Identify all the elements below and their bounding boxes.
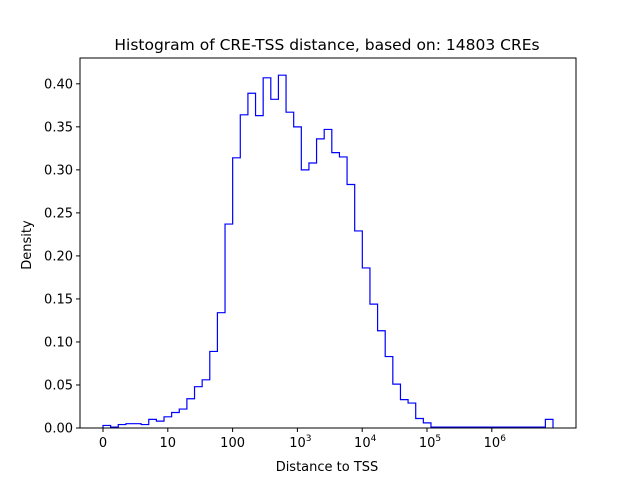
histogram-bin (393, 384, 401, 428)
histogram-bin (294, 127, 302, 428)
histogram-bin (202, 380, 210, 428)
histogram-bin (423, 423, 431, 428)
histogram-bin (141, 425, 149, 428)
chart-title: Histogram of CRE-TSS distance, based on:… (114, 36, 539, 54)
histogram-bin (347, 184, 355, 428)
histogram-bin (545, 419, 553, 428)
histogram-bin (118, 425, 126, 428)
histogram-bin (324, 129, 332, 428)
plot-area (102, 74, 554, 428)
y-axis: 0.00 0.05 0.10 0.15 0.20 0.25 0.30 0.35 0.40 (44, 77, 80, 437)
histogram-step-outline (102, 74, 554, 428)
x-tick-label: 105 (419, 434, 441, 451)
histogram-bin (370, 304, 378, 428)
histogram-bin (217, 313, 225, 428)
x-axis: 0 10 100 103 104 105 106 (99, 428, 506, 451)
histogram-bin (172, 413, 180, 428)
histogram-bin (416, 419, 424, 428)
histogram-bin (156, 421, 164, 428)
histogram-bin (149, 419, 157, 428)
y-tick-label: 0.25 (44, 206, 73, 221)
histogram-bin (164, 417, 172, 428)
y-tick-label: 0.20 (44, 249, 73, 264)
histogram-bin (309, 163, 317, 428)
histogram-bin (248, 93, 256, 428)
y-tick-label: 0.00 (44, 422, 73, 437)
histogram-bin (400, 400, 408, 428)
histogram-bin (385, 357, 393, 428)
histogram-bin (378, 331, 386, 428)
x-tick-label: 104 (354, 434, 377, 451)
histogram-bin (256, 116, 264, 428)
histogram-bin (271, 99, 279, 428)
histogram-bin (187, 399, 195, 428)
histogram-bin (355, 231, 363, 428)
x-axis-label: Distance to TSS (276, 460, 379, 475)
histogram-bin (179, 409, 187, 428)
y-tick-label: 0.30 (44, 163, 73, 178)
y-axis-label: Density (20, 220, 35, 270)
histogram-bin (210, 351, 218, 428)
histogram-bin (317, 139, 325, 428)
x-tick-label: 103 (289, 434, 311, 451)
y-tick-label: 0.05 (44, 378, 73, 393)
histogram-bin (408, 403, 416, 428)
histogram-bin (339, 157, 347, 428)
x-tick-label: 100 (220, 436, 245, 451)
x-tick-label: 10 (160, 436, 177, 451)
y-tick-label: 0.10 (44, 335, 73, 350)
axes-frame (79, 57, 577, 429)
histogram-bin (240, 115, 248, 428)
histogram-bin (195, 387, 203, 428)
y-tick-label: 0.40 (44, 77, 73, 92)
histogram-bin (301, 170, 309, 428)
histogram-bin (233, 158, 241, 428)
y-tick-label: 0.35 (44, 120, 73, 135)
histogram-bin (286, 112, 294, 428)
histogram-bin (332, 153, 340, 428)
x-tick-label: 0 (99, 436, 107, 451)
x-tick-label: 106 (484, 434, 507, 451)
histogram-bin (126, 424, 134, 428)
histogram-bin (225, 224, 233, 428)
histogram-bin (362, 268, 370, 428)
y-tick-label: 0.15 (44, 292, 73, 307)
histogram-bin (263, 78, 271, 428)
histogram-bin (134, 424, 142, 428)
histogram-bin (278, 75, 286, 428)
